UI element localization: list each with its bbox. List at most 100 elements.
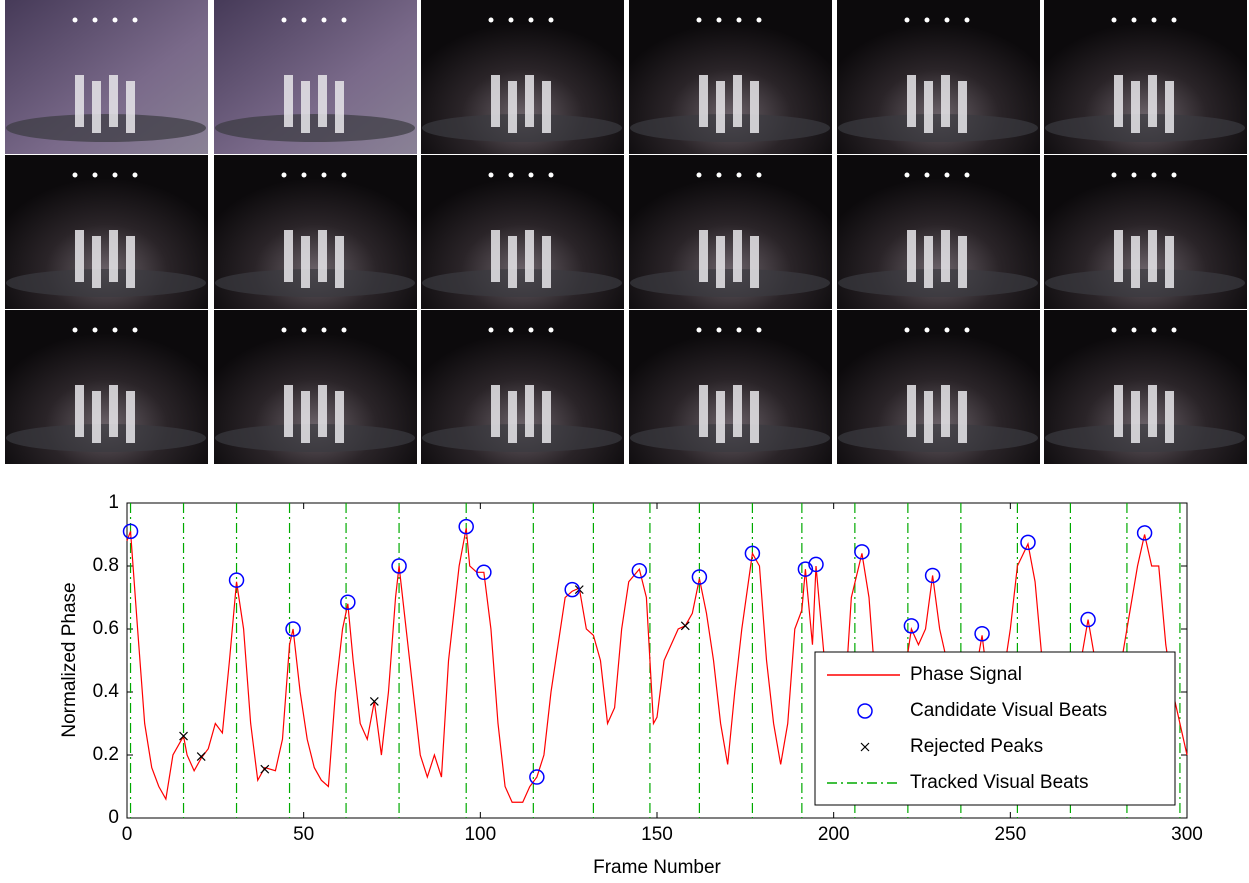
dancer	[491, 75, 500, 127]
dancer	[491, 230, 500, 282]
stage-light	[1111, 17, 1117, 23]
stage-light	[281, 172, 287, 178]
candidate-beat	[1136, 525, 1153, 541]
stage-light	[716, 172, 722, 178]
dancer	[1148, 385, 1157, 437]
stage-light	[944, 327, 950, 333]
y-tick-label: 0.6	[93, 618, 119, 639]
stage-light	[1131, 327, 1137, 333]
stage-light	[924, 17, 930, 23]
stage-light	[321, 327, 327, 333]
dancer	[699, 75, 708, 127]
stage-light	[508, 172, 514, 178]
stage-floor	[422, 424, 622, 452]
dancer	[1114, 230, 1123, 282]
stage-light	[528, 172, 534, 178]
candidate-beat	[391, 558, 407, 574]
dancer	[335, 391, 344, 443]
stage-light	[321, 172, 327, 178]
candidate-beat	[924, 567, 941, 584]
dancer	[733, 230, 742, 282]
dancer	[716, 236, 725, 288]
stage-light	[1151, 17, 1157, 23]
y-tick-label: 0.4	[93, 681, 120, 702]
stage-light	[1171, 172, 1177, 178]
stage-light	[964, 172, 970, 178]
stage-light	[92, 172, 98, 178]
stage-light	[944, 172, 950, 178]
dancer	[1148, 230, 1157, 282]
stage-floor	[1045, 114, 1245, 142]
stage-light	[132, 17, 138, 23]
dancer	[750, 81, 759, 133]
stage-light	[904, 327, 910, 333]
candidate-beat	[808, 556, 824, 573]
stage-light	[944, 17, 950, 23]
stage-light	[904, 172, 910, 178]
dancer	[907, 385, 916, 437]
stage-light	[1171, 17, 1177, 23]
dancer	[716, 391, 725, 443]
stage-floor	[6, 269, 206, 297]
dancer	[716, 81, 725, 133]
y-tick-label: 1	[108, 492, 119, 513]
stage-light	[92, 327, 98, 333]
stage-light	[132, 172, 138, 178]
dancer	[907, 230, 916, 282]
x-tick-label: 0	[122, 824, 133, 845]
candidate-beat	[529, 769, 545, 785]
dancer	[733, 75, 742, 127]
stage-floor	[838, 269, 1038, 297]
stage-light	[756, 327, 762, 333]
x-tick-label: 100	[464, 824, 496, 845]
stage-light	[488, 172, 494, 178]
x-axis-label: Frame Number	[593, 857, 721, 878]
dancer	[284, 230, 293, 282]
stage-light	[528, 17, 534, 23]
dancer	[941, 75, 950, 127]
dancer	[1148, 75, 1157, 127]
stage-floor	[1045, 269, 1245, 297]
candidate-beat	[1080, 611, 1096, 628]
stage-floor	[422, 114, 622, 142]
dancer	[318, 385, 327, 437]
dancer	[126, 391, 135, 443]
candidate-beat	[631, 562, 648, 579]
stage-light	[92, 17, 98, 23]
dancer	[958, 236, 967, 288]
legend-label: Tracked Visual Beats	[910, 772, 1088, 793]
x-tick-label: 50	[293, 824, 314, 845]
stage-light	[1131, 172, 1137, 178]
dancer	[92, 236, 101, 288]
dancer	[301, 81, 310, 133]
stage-light	[736, 17, 742, 23]
candidate-beat	[854, 544, 870, 560]
candidate-beat	[228, 572, 245, 588]
stage-light	[72, 17, 78, 23]
stage-light	[964, 327, 970, 333]
dancer	[75, 75, 84, 127]
stage-light	[904, 17, 910, 23]
dancer	[318, 75, 327, 127]
dancer	[958, 81, 967, 133]
y-tick-label: 0.8	[93, 555, 119, 576]
dancer	[525, 385, 534, 437]
stage-light	[132, 327, 138, 333]
stage-light	[281, 327, 287, 333]
stage-floor	[6, 114, 206, 142]
stage-floor	[215, 424, 415, 452]
dancer	[542, 236, 551, 288]
stage-light	[716, 327, 722, 333]
stage-light	[696, 327, 702, 333]
y-axis-label: Normalized Phase	[59, 582, 80, 737]
dancer	[284, 385, 293, 437]
dancer	[109, 230, 118, 282]
dancer	[750, 236, 759, 288]
legend-label: Rejected Peaks	[910, 736, 1043, 757]
stage-light	[696, 172, 702, 178]
legend-label: Candidate Visual Beats	[910, 700, 1107, 721]
candidate-beat	[1020, 534, 1036, 551]
dancer	[1165, 236, 1174, 288]
candidate-beat	[340, 594, 356, 610]
